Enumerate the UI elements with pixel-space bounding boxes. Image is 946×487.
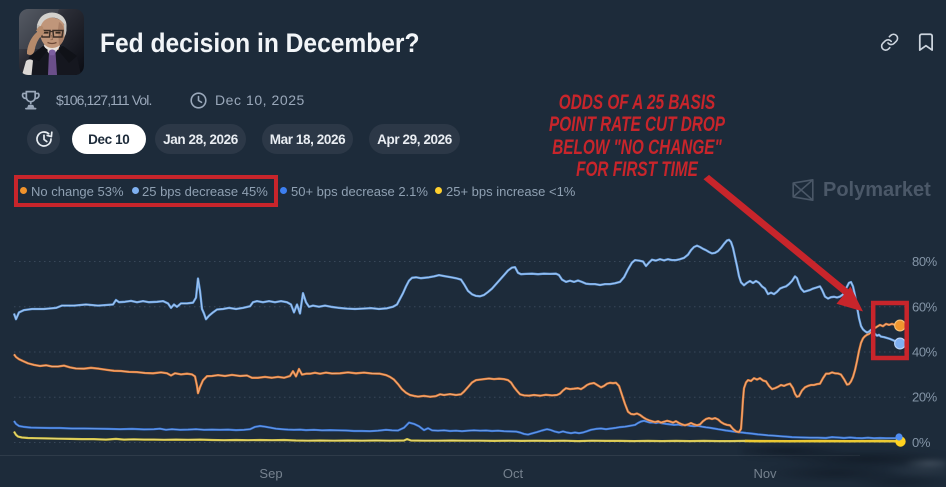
svg-text:80%: 80% [912,254,938,269]
svg-text:20%: 20% [912,390,938,405]
svg-text:Oct: Oct [503,466,524,481]
svg-text:40%: 40% [912,345,938,360]
svg-text:Sep: Sep [259,466,282,481]
svg-text:60%: 60% [912,299,938,314]
